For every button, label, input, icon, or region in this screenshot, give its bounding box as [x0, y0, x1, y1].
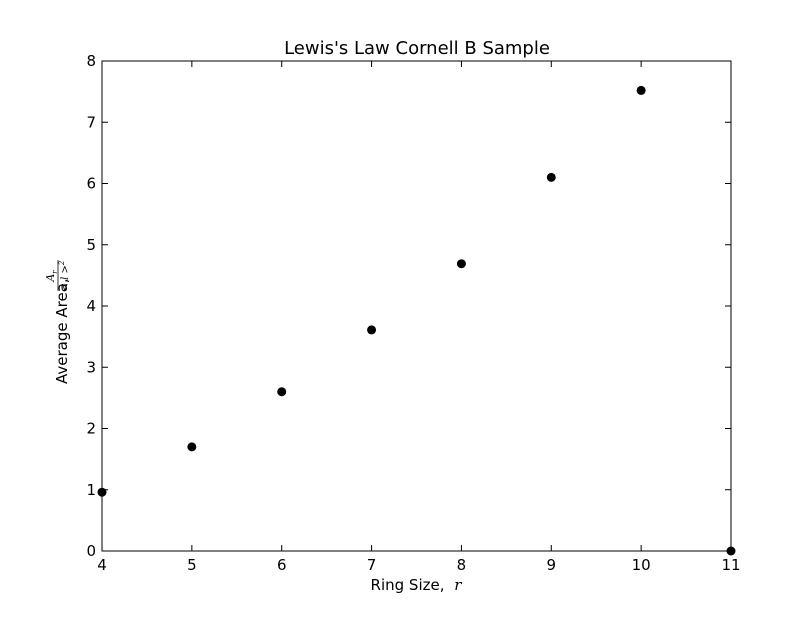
y-tick-label: 5 [86, 236, 96, 254]
y-axis-label-numerator: Ar [44, 270, 59, 283]
ticks-layer: 4 5 6 7 8 9 10 11 0 1 2 3 4 5 6 7 8 [86, 52, 740, 574]
y-axis-label: Average Area, Ar < l >2 [44, 260, 71, 384]
y-tick-label: 6 [86, 175, 96, 193]
x-axis-label: Ring Size, r [371, 576, 463, 594]
x-tick-label: 5 [187, 556, 197, 574]
points-layer [97, 85, 736, 556]
plot-frame [101, 60, 732, 552]
y-tick-label: 4 [86, 297, 96, 315]
y-tick-label: 2 [86, 420, 96, 438]
y-tick-label: 1 [86, 481, 96, 499]
x-tick-label: 10 [632, 556, 651, 574]
data-point [546, 172, 556, 182]
data-point [367, 325, 377, 335]
y-axis-label-denominator: < l >2 [58, 260, 71, 291]
y-axis-label-text: Average Area, [53, 278, 71, 384]
x-tick-label: 6 [277, 556, 287, 574]
x-tick-label: 7 [367, 556, 377, 574]
x-tick-label: 4 [97, 556, 107, 574]
y-tick-label: 8 [86, 52, 96, 70]
data-point [187, 442, 197, 452]
y-tick-label: 7 [86, 113, 96, 131]
x-axis-label-text: Ring Size, [371, 576, 445, 594]
data-point [456, 259, 466, 269]
x-axis-label-symbol: r [454, 576, 462, 594]
y-tick-label: 0 [86, 542, 96, 560]
x-tick-label: 9 [547, 556, 557, 574]
data-point [636, 85, 646, 95]
chart-title: Lewis's Law Cornell B Sample [284, 38, 550, 59]
y-axis-label-fraction: Ar < l >2 [44, 260, 71, 291]
y-tick-label: 3 [86, 358, 96, 376]
data-point [277, 387, 287, 397]
x-tick-label: 8 [457, 556, 467, 574]
x-tick-label: 11 [721, 556, 740, 574]
